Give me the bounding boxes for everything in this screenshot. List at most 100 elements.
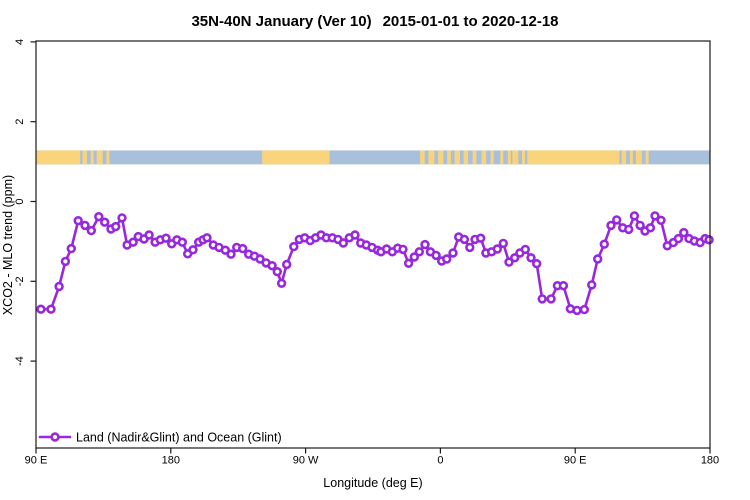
data-point <box>99 217 110 227</box>
x-tick-label: 90 E <box>564 455 587 467</box>
data-point <box>606 220 616 231</box>
data-point <box>94 212 104 222</box>
legend-point <box>50 432 60 442</box>
land-segment <box>635 150 642 165</box>
data-point <box>431 250 441 261</box>
data-point <box>350 230 360 240</box>
land-segment <box>645 150 649 165</box>
data-point <box>537 294 547 304</box>
data-point <box>645 223 656 233</box>
y-tick-label: 0 <box>14 198 26 204</box>
legend: Land (Nadir&Glint) and Ocean (Glint) <box>38 431 282 445</box>
land-segment <box>96 150 103 165</box>
data-point <box>117 213 127 223</box>
land-segment <box>621 150 627 165</box>
land-segment <box>454 150 460 165</box>
data-point <box>498 238 508 249</box>
data-point <box>492 244 502 254</box>
data-point <box>526 253 536 263</box>
data-point <box>403 258 414 268</box>
legend-marker <box>38 432 72 442</box>
data-point <box>289 241 299 252</box>
ocean-patch <box>518 150 523 165</box>
ocean-patch <box>525 150 528 165</box>
data-point <box>177 237 188 247</box>
x-tick-label: 90 E <box>25 455 48 467</box>
data-point <box>465 242 475 253</box>
data-point <box>442 254 452 264</box>
x-tick-label: 180 <box>162 455 180 467</box>
data-point <box>398 244 408 255</box>
data-point <box>546 294 556 304</box>
data-point <box>338 238 348 248</box>
data-point <box>579 304 589 315</box>
data-point <box>459 234 470 245</box>
data-point <box>611 215 622 225</box>
data-point <box>650 211 660 221</box>
data-point <box>267 261 277 271</box>
chart-title-region: 35N-40N January (Ver 10) <box>191 13 371 30</box>
land-segment <box>507 150 511 165</box>
y-axis: 4 2 0 -2 -4 <box>14 39 36 366</box>
data-point <box>592 254 603 264</box>
y-tick-label: 4 <box>14 39 26 45</box>
land-segment <box>262 150 330 165</box>
data-point <box>679 227 689 238</box>
land-ocean-strip <box>36 150 711 165</box>
data-point <box>504 257 514 267</box>
land-segment <box>490 150 494 165</box>
trend-line <box>39 214 711 312</box>
land-segment <box>447 150 451 165</box>
land-segment <box>481 150 487 165</box>
data-point <box>110 221 121 232</box>
data-point <box>673 233 684 244</box>
data-point <box>558 281 569 291</box>
data-point <box>202 233 212 243</box>
data-point <box>86 225 97 236</box>
data-point <box>599 239 609 249</box>
data-point <box>54 281 64 292</box>
data-point <box>420 239 430 250</box>
data-point <box>409 252 419 262</box>
land-segment <box>106 150 110 165</box>
data-point <box>161 233 171 243</box>
x-axis-label: Longitude (deg E) <box>323 476 422 490</box>
land-segment <box>500 150 504 165</box>
data-point <box>704 235 714 245</box>
land-segment <box>82 150 87 165</box>
land-segment <box>512 150 620 165</box>
data-point <box>238 243 248 254</box>
data-point <box>635 220 645 231</box>
x-tick-label: 180 <box>701 455 719 467</box>
data-point <box>276 278 287 288</box>
data-point <box>656 215 666 226</box>
data-point <box>623 224 634 235</box>
y-tick-label: -2 <box>14 276 26 286</box>
data-point <box>572 305 582 316</box>
data-point <box>586 280 597 290</box>
data-point <box>226 249 236 259</box>
data-point <box>128 237 138 247</box>
x-tick-label: 90 W <box>293 455 319 467</box>
data-point <box>66 243 77 254</box>
data-point <box>144 230 154 240</box>
data-point <box>272 267 282 277</box>
data-point <box>476 233 486 243</box>
chart-title: 35N-40N January (Ver 10) 2015-01-01 to 20… <box>191 13 558 30</box>
y-tick-label: -4 <box>14 356 26 366</box>
land-segment <box>420 150 425 165</box>
data-point <box>520 244 530 255</box>
chart-title-dates: 2015-01-01 to 2020-12-18 <box>383 13 559 30</box>
data-point <box>282 259 292 270</box>
y-tick-label: 2 <box>14 119 26 125</box>
data-point <box>414 247 424 257</box>
data-point <box>448 248 458 258</box>
data-point <box>36 304 46 314</box>
land-segment <box>90 150 94 165</box>
data-point <box>73 216 83 226</box>
land-segment <box>428 150 435 165</box>
data-series <box>36 211 714 316</box>
land-segment <box>463 150 469 165</box>
data-point <box>80 220 90 231</box>
